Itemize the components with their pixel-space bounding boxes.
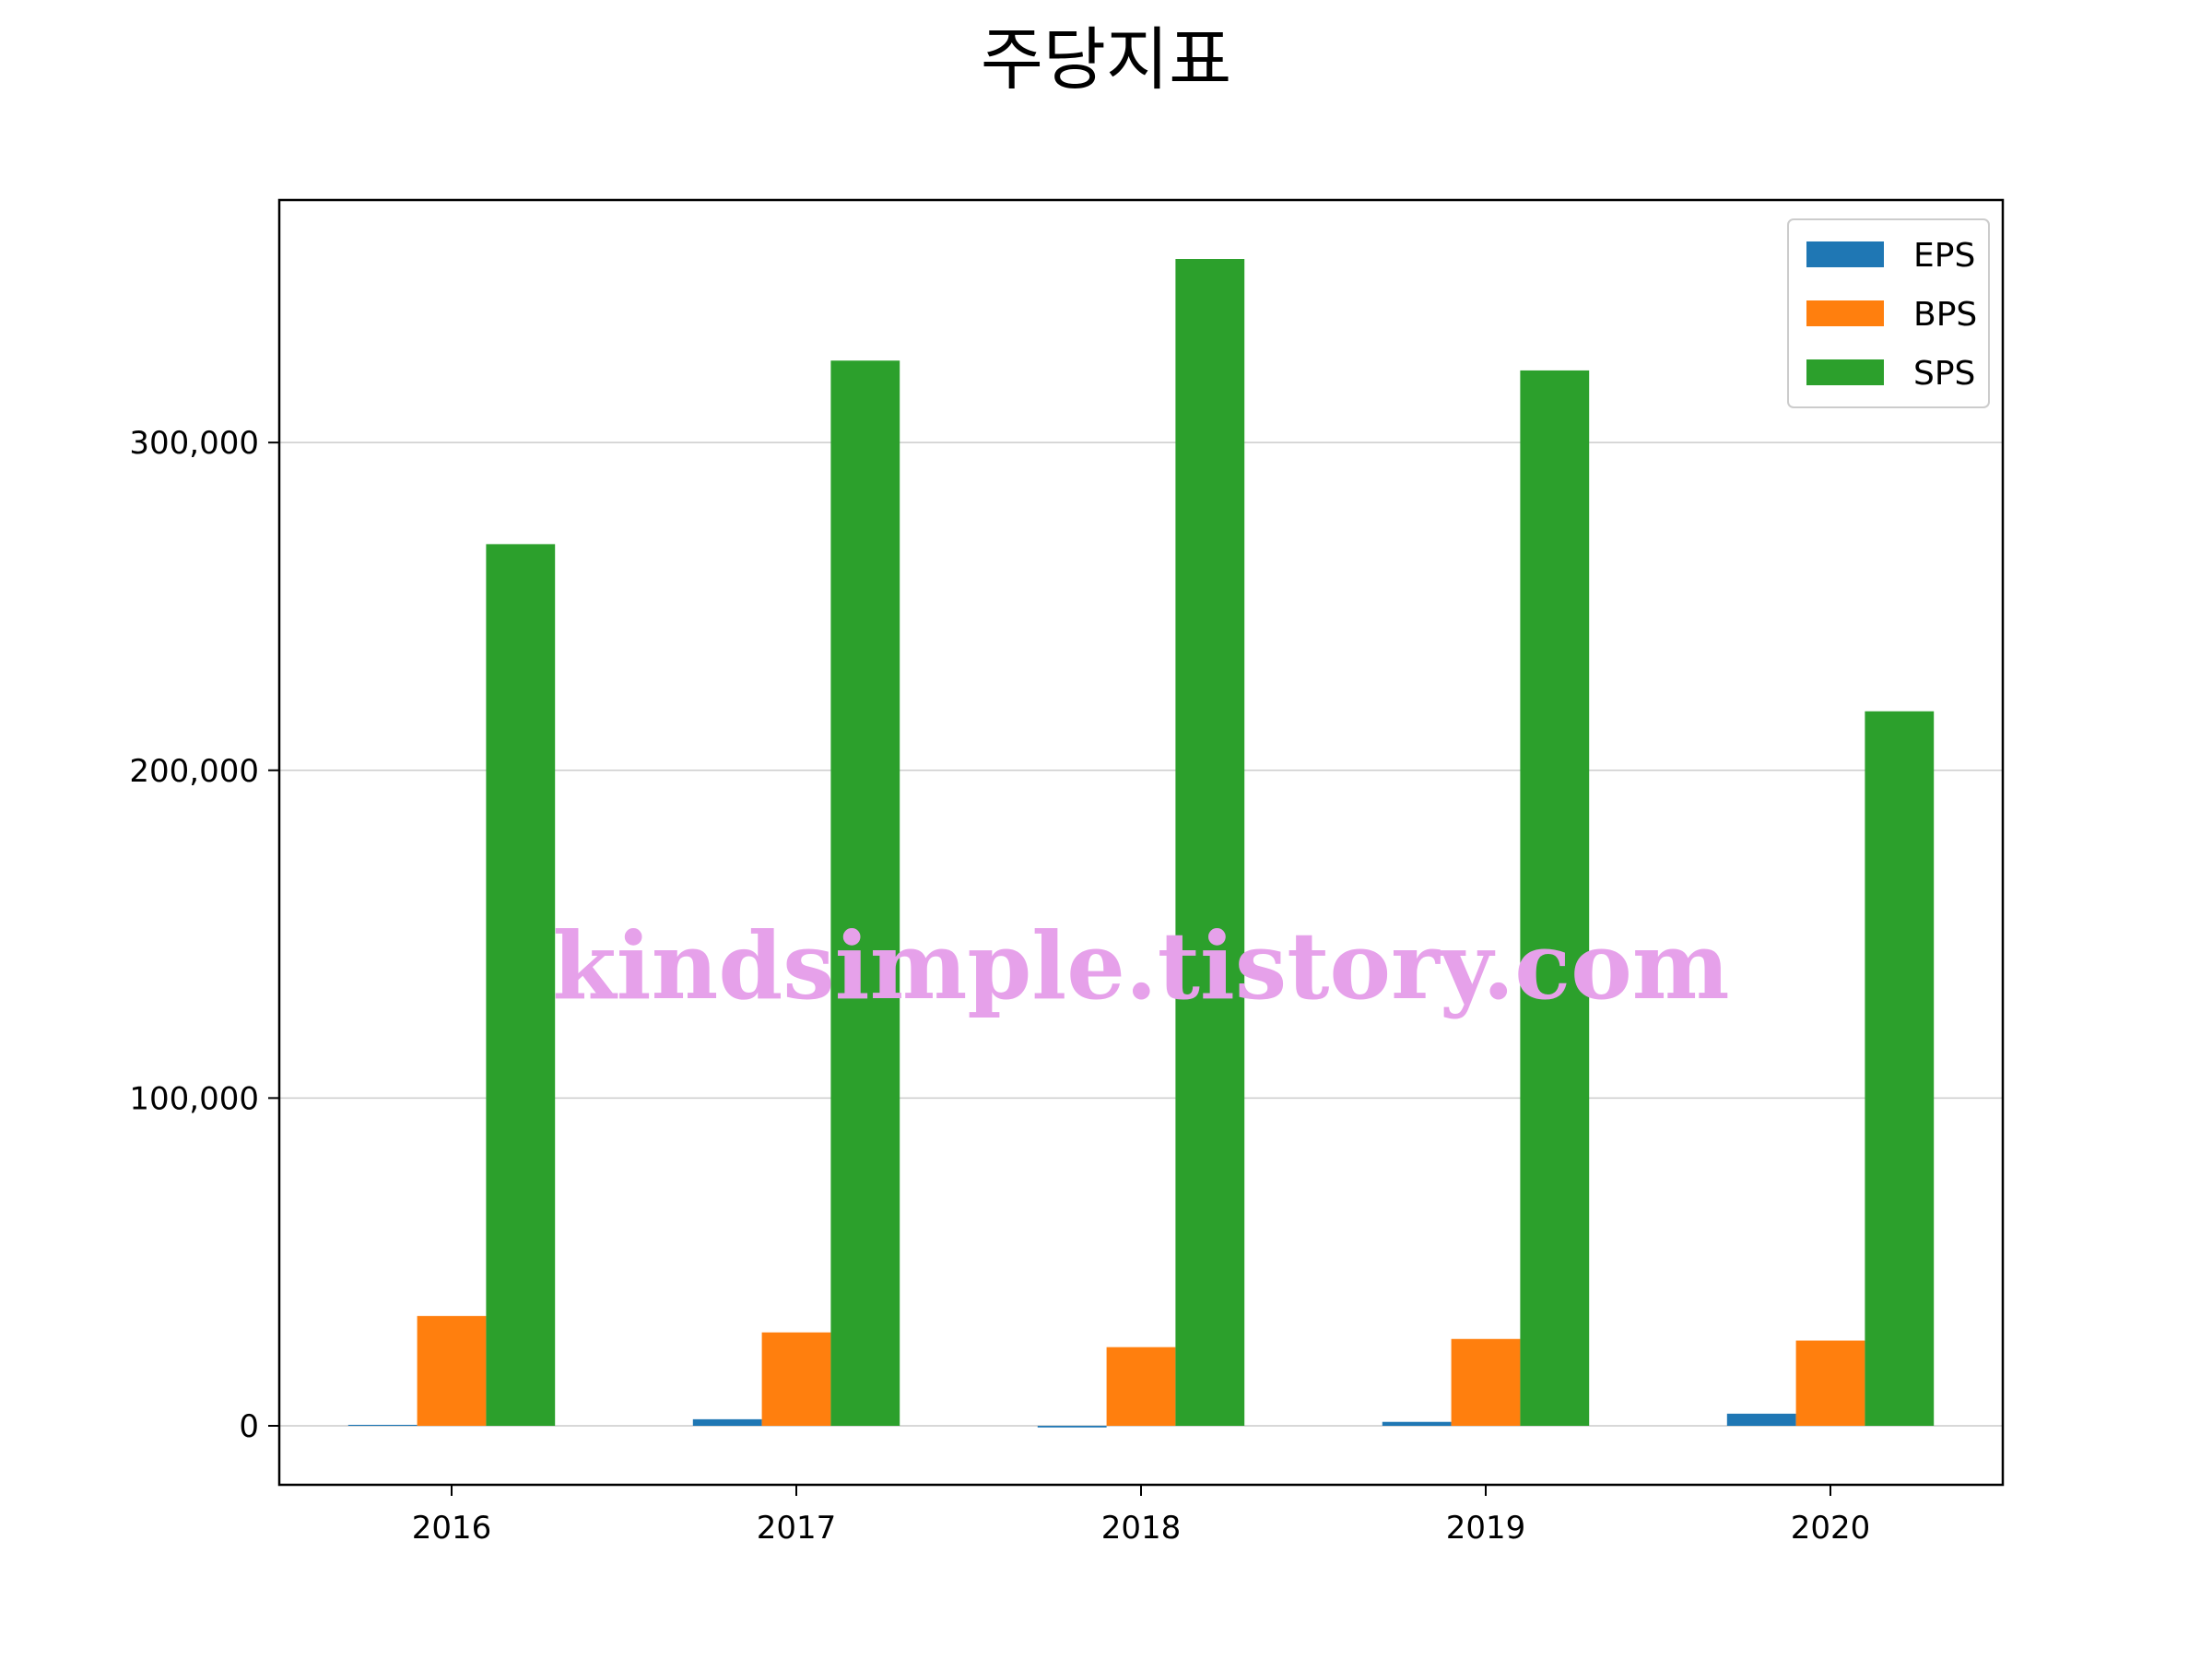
bar-eps-2017	[692, 1418, 762, 1426]
y-tick-label: 100,000	[129, 1080, 259, 1117]
bar-sps-2016	[486, 544, 556, 1426]
watermark: kindsimple.tistory.com	[552, 912, 1729, 1020]
bars	[347, 259, 1935, 1428]
bar-bps-2017	[761, 1332, 831, 1426]
legend-label-eps: EPS	[1913, 237, 1975, 275]
bar-eps-2020	[1726, 1413, 1796, 1426]
x-axis: 2016 2017 2018 2019 2020	[412, 1485, 1871, 1547]
bar-sps-2019	[1520, 370, 1590, 1426]
bar-sps-2018	[1175, 259, 1245, 1426]
bar-eps-2019	[1382, 1421, 1452, 1426]
legend-swatch-eps	[1806, 241, 1884, 267]
legend-label-bps: BPS	[1913, 296, 1977, 334]
bar-eps-2018	[1037, 1425, 1107, 1428]
y-tick-label: 0	[239, 1408, 259, 1445]
bar-bps-2018	[1106, 1347, 1176, 1426]
y-tick-label: 300,000	[129, 425, 259, 462]
bar-bps-2019	[1451, 1338, 1521, 1426]
legend-swatch-sps	[1806, 359, 1884, 385]
legend: EPS BPS SPS	[1787, 218, 1990, 408]
y-tick-label: 200,000	[129, 753, 259, 790]
legend-swatch-bps	[1806, 300, 1884, 326]
chart-title: 주당지표	[981, 20, 1231, 100]
x-tick-label: 2017	[757, 1510, 837, 1547]
bar-eps-2016	[347, 1424, 418, 1426]
bar-bps-2016	[417, 1315, 487, 1426]
legend-label-sps: SPS	[1913, 355, 1975, 393]
y-axis: 0 100,000 200,000 300,000	[129, 425, 279, 1445]
x-tick-label: 2019	[1446, 1510, 1526, 1547]
bar-sps-2020	[1865, 711, 1935, 1426]
x-tick-label: 2018	[1101, 1510, 1182, 1547]
bar-sps-2017	[830, 360, 900, 1426]
x-tick-label: 2016	[412, 1510, 492, 1547]
bar-bps-2020	[1795, 1340, 1865, 1426]
x-tick-label: 2020	[1791, 1510, 1871, 1547]
